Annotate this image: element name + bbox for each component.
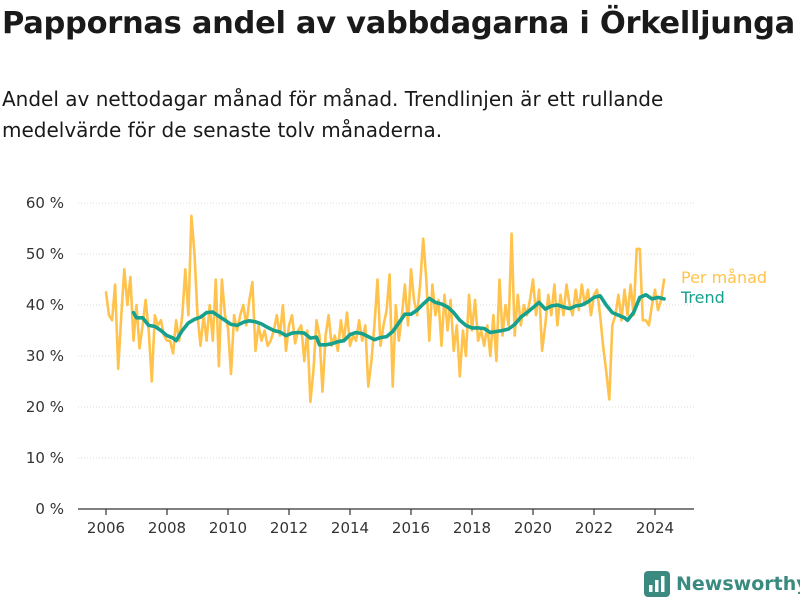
line-chart: 0 % 10 % 20 % 30 % 40 % 50 % 60 % 2006 2008 2010… (26, 194, 767, 537)
brand-logo: Newsworthy (644, 570, 800, 598)
y-tick-label: 10 % (26, 449, 64, 467)
series (104, 214, 666, 404)
newsworthy-logo-icon (644, 571, 670, 597)
series-line-trend (131, 292, 666, 347)
x-tick-label: 2022 (575, 519, 613, 537)
y-tick-label: 0 % (35, 500, 64, 518)
series-line-per-manad (104, 214, 666, 404)
brand-name: Newsworthy (676, 573, 800, 595)
legend-label-trend: Trend (680, 288, 725, 307)
y-tick-label: 40 % (26, 296, 64, 314)
x-tick-label: 2016 (392, 519, 430, 537)
y-tick-label: 50 % (26, 245, 64, 263)
x-tick-label: 2008 (148, 519, 186, 537)
chart-subtitle: Andel av nettodagar månad för månad. Tre… (2, 87, 664, 142)
x-tick-label: 2010 (209, 519, 247, 537)
x-axis: 2006 2008 2010 2012 2014 2016 2018 2020 2022 2024 (78, 508, 694, 537)
y-tick-label: 30 % (26, 347, 64, 365)
y-tick-label: 20 % (26, 398, 64, 416)
x-tick-label: 2024 (636, 519, 674, 537)
x-tick-label: 2014 (331, 519, 369, 537)
y-tick-label: 60 % (26, 194, 64, 212)
x-tick-label: 2018 (453, 519, 491, 537)
x-tick-label: 2012 (270, 519, 308, 537)
chart-title: Pappornas andel av vabbdagarna i Örkellj… (2, 6, 795, 41)
legend-label-per-manad: Per månad (681, 268, 767, 287)
x-tick-label: 2006 (87, 519, 125, 537)
y-axis: 0 % 10 % 20 % 30 % 40 % 50 % 60 % (26, 194, 64, 518)
x-tick-label: 2020 (514, 519, 552, 537)
